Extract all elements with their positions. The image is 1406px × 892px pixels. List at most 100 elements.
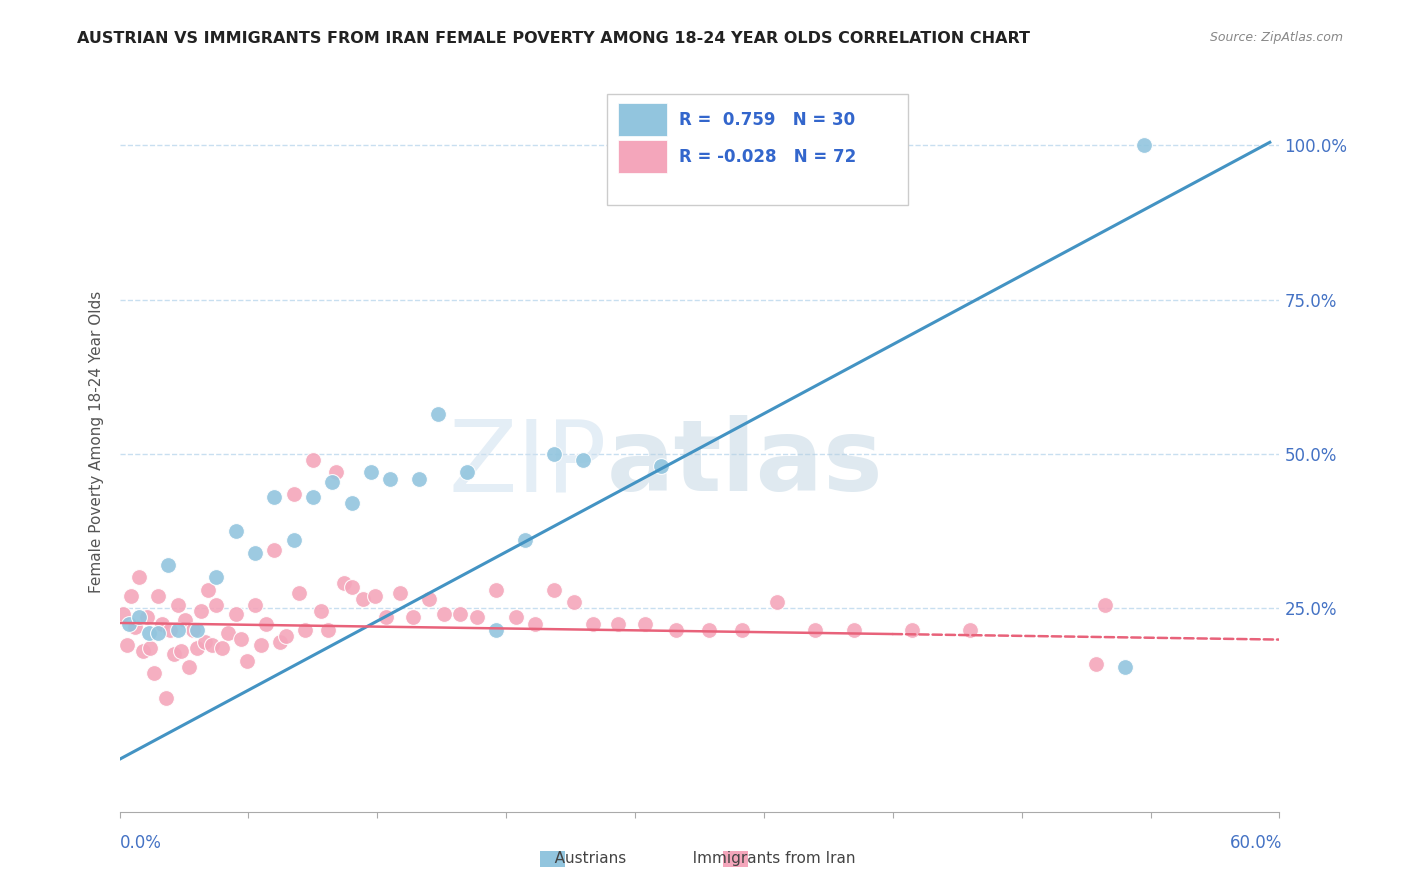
Point <box>302 453 325 467</box>
Point <box>163 648 186 662</box>
Point <box>132 644 155 658</box>
Text: R =  0.759   N = 30: R = 0.759 N = 30 <box>679 112 855 129</box>
Text: 0.0%: 0.0% <box>120 834 162 852</box>
Point <box>388 585 411 599</box>
Point <box>194 635 217 649</box>
Point <box>364 589 387 603</box>
Point <box>449 607 471 622</box>
Text: AUSTRIAN VS IMMIGRANTS FROM IRAN FEMALE POVERTY AMONG 18-24 YEAR OLDS CORRELATIO: AUSTRIAN VS IMMIGRANTS FROM IRAN FEMALE … <box>77 31 1031 46</box>
Point <box>1114 659 1136 673</box>
Point <box>665 623 688 637</box>
Point <box>1094 598 1116 612</box>
Point <box>243 546 266 560</box>
Point <box>333 576 356 591</box>
Point <box>697 623 720 637</box>
Point <box>318 623 340 637</box>
Text: Immigrants from Iran: Immigrants from Iran <box>678 851 855 865</box>
Point <box>118 616 141 631</box>
Point <box>181 623 204 637</box>
Point <box>465 610 488 624</box>
Text: ZIP: ZIP <box>449 416 607 512</box>
Point <box>562 595 585 609</box>
Point <box>321 475 343 489</box>
Point <box>309 604 332 618</box>
Point <box>515 533 537 548</box>
Point <box>186 623 208 637</box>
Point <box>155 690 177 705</box>
Point <box>340 496 363 510</box>
Point <box>124 619 146 633</box>
Text: atlas: atlas <box>607 416 883 512</box>
Point <box>543 447 565 461</box>
Point <box>274 629 297 643</box>
Point <box>505 610 527 624</box>
Point <box>236 654 259 668</box>
Point <box>901 623 924 637</box>
Point <box>283 487 305 501</box>
Point <box>634 616 657 631</box>
FancyBboxPatch shape <box>619 103 666 136</box>
Point <box>211 641 233 656</box>
Point <box>804 623 827 637</box>
Point <box>325 466 347 480</box>
Point <box>186 641 208 656</box>
Point <box>1084 657 1107 671</box>
Point <box>148 625 170 640</box>
Point <box>375 610 398 624</box>
Point <box>679 138 702 153</box>
Point <box>138 625 160 640</box>
Point <box>135 610 157 624</box>
Point <box>697 138 720 153</box>
Point <box>456 466 478 480</box>
Point <box>225 607 247 622</box>
Point <box>231 632 253 646</box>
Point <box>156 558 179 572</box>
Point <box>340 580 363 594</box>
Point <box>205 570 228 584</box>
Point <box>731 623 754 637</box>
Point <box>408 471 430 485</box>
Point <box>959 623 981 637</box>
Text: Source: ZipAtlas.com: Source: ZipAtlas.com <box>1209 31 1343 45</box>
Y-axis label: Female Poverty Among 18-24 Year Olds: Female Poverty Among 18-24 Year Olds <box>89 291 104 592</box>
Point <box>128 610 150 624</box>
FancyBboxPatch shape <box>607 94 908 204</box>
Point <box>766 595 789 609</box>
Point <box>360 466 382 480</box>
Point <box>256 616 278 631</box>
Point <box>263 542 285 557</box>
Text: R = -0.028   N = 72: R = -0.028 N = 72 <box>679 148 856 166</box>
Point <box>148 589 170 603</box>
Text: Austrians: Austrians <box>540 851 627 865</box>
Point <box>844 623 866 637</box>
Point <box>174 614 197 628</box>
Point <box>225 524 247 538</box>
Point <box>607 616 630 631</box>
Point <box>243 598 266 612</box>
Point <box>263 490 285 504</box>
Point <box>402 610 425 624</box>
Point <box>139 641 162 656</box>
Point <box>418 591 440 606</box>
Point <box>485 623 508 637</box>
Point <box>485 582 508 597</box>
Point <box>120 589 142 603</box>
Point <box>201 638 224 652</box>
Point <box>288 585 311 599</box>
Point <box>197 582 219 597</box>
Point <box>433 607 456 622</box>
Point <box>159 623 181 637</box>
Point <box>582 616 605 631</box>
Point <box>166 598 188 612</box>
Point <box>427 407 450 421</box>
Point <box>117 638 138 652</box>
Point <box>112 607 135 622</box>
Point <box>380 471 402 485</box>
Point <box>283 533 305 548</box>
Point <box>190 604 212 618</box>
Point <box>269 635 291 649</box>
Point <box>1133 138 1156 153</box>
Point <box>179 659 201 673</box>
Point <box>170 644 193 658</box>
Text: 60.0%: 60.0% <box>1230 834 1282 852</box>
